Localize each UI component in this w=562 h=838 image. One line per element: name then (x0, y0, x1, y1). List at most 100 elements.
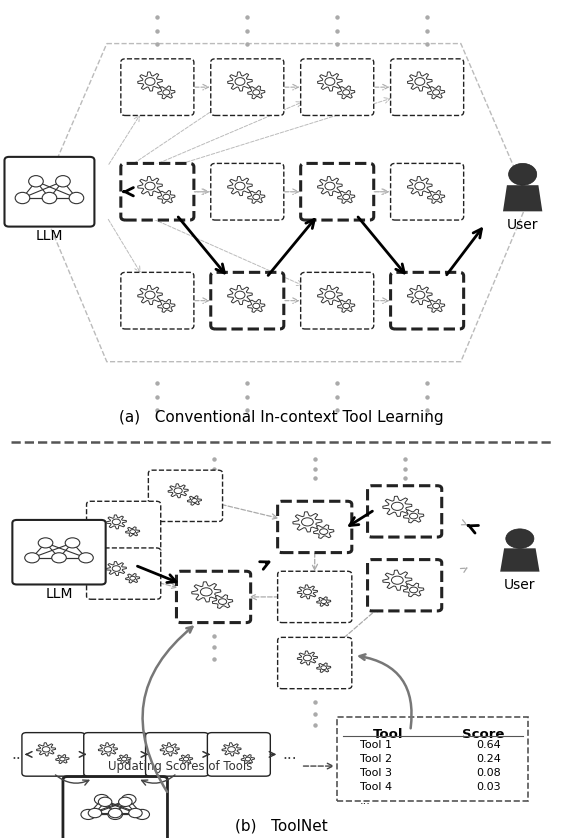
Circle shape (52, 553, 66, 563)
Text: Tool 2: Tool 2 (360, 753, 392, 763)
Polygon shape (106, 515, 126, 529)
Text: LLM: LLM (46, 587, 72, 601)
Polygon shape (241, 754, 255, 763)
Text: Updating Scores of Tools: Updating Scores of Tools (108, 759, 252, 773)
FancyBboxPatch shape (87, 501, 161, 552)
FancyBboxPatch shape (63, 777, 167, 838)
FancyBboxPatch shape (301, 272, 374, 329)
FancyBboxPatch shape (278, 572, 352, 623)
Polygon shape (37, 742, 56, 756)
FancyBboxPatch shape (121, 272, 194, 329)
Text: 0.08: 0.08 (477, 768, 501, 778)
Text: 0.03: 0.03 (477, 782, 501, 792)
Text: Tool 4: Tool 4 (360, 782, 392, 792)
Polygon shape (160, 742, 179, 756)
Text: ...: ... (11, 747, 26, 762)
Polygon shape (428, 299, 445, 313)
Circle shape (119, 797, 132, 806)
Text: User: User (507, 218, 538, 232)
FancyBboxPatch shape (84, 732, 147, 776)
Circle shape (42, 747, 50, 752)
Polygon shape (338, 299, 355, 313)
Circle shape (343, 194, 350, 199)
Polygon shape (158, 299, 175, 313)
Polygon shape (117, 754, 131, 763)
Circle shape (509, 163, 537, 185)
Polygon shape (187, 496, 202, 505)
FancyBboxPatch shape (391, 59, 464, 116)
FancyBboxPatch shape (148, 470, 223, 521)
Polygon shape (318, 286, 342, 304)
Circle shape (166, 747, 174, 752)
Circle shape (245, 758, 251, 761)
Circle shape (303, 655, 311, 661)
Polygon shape (297, 585, 318, 599)
Polygon shape (158, 86, 175, 99)
Circle shape (235, 78, 245, 85)
FancyBboxPatch shape (278, 638, 352, 689)
Circle shape (433, 90, 439, 95)
Circle shape (29, 176, 43, 187)
Polygon shape (179, 754, 193, 763)
Circle shape (121, 794, 136, 804)
Circle shape (174, 488, 182, 494)
Polygon shape (293, 512, 322, 532)
Circle shape (129, 809, 142, 818)
Polygon shape (338, 86, 355, 99)
Circle shape (81, 810, 96, 820)
Polygon shape (338, 190, 355, 204)
Polygon shape (428, 190, 445, 204)
Circle shape (343, 90, 350, 95)
Text: Score: Score (462, 728, 505, 742)
Polygon shape (98, 742, 117, 756)
Circle shape (145, 291, 155, 299)
FancyBboxPatch shape (87, 548, 161, 599)
Circle shape (253, 303, 260, 308)
Circle shape (163, 90, 170, 95)
Circle shape (392, 502, 403, 510)
FancyBboxPatch shape (176, 572, 251, 623)
Polygon shape (314, 525, 334, 539)
Polygon shape (297, 651, 318, 665)
FancyBboxPatch shape (391, 163, 464, 220)
Circle shape (228, 747, 235, 752)
Circle shape (201, 587, 212, 596)
Circle shape (121, 758, 127, 761)
FancyBboxPatch shape (22, 732, 85, 776)
Circle shape (415, 78, 425, 85)
Circle shape (94, 794, 109, 804)
FancyBboxPatch shape (121, 163, 194, 220)
FancyBboxPatch shape (207, 732, 270, 776)
Circle shape (433, 303, 439, 308)
FancyBboxPatch shape (301, 163, 374, 220)
Circle shape (410, 587, 418, 592)
Polygon shape (168, 484, 188, 498)
Text: LLM: LLM (36, 229, 63, 243)
Circle shape (108, 809, 122, 818)
Circle shape (433, 194, 439, 199)
Circle shape (104, 747, 112, 752)
FancyBboxPatch shape (211, 163, 284, 220)
Circle shape (219, 598, 226, 604)
Circle shape (235, 291, 245, 299)
Polygon shape (316, 663, 331, 672)
FancyBboxPatch shape (278, 501, 352, 552)
Polygon shape (404, 583, 424, 597)
Circle shape (325, 291, 335, 299)
FancyBboxPatch shape (121, 59, 194, 116)
FancyBboxPatch shape (301, 59, 374, 116)
Circle shape (42, 193, 57, 204)
Circle shape (25, 553, 39, 563)
Circle shape (79, 553, 93, 563)
Circle shape (392, 577, 403, 584)
Polygon shape (500, 548, 540, 572)
Polygon shape (138, 177, 162, 195)
Polygon shape (316, 597, 331, 607)
Circle shape (38, 538, 53, 548)
Circle shape (183, 758, 189, 761)
Circle shape (163, 303, 170, 308)
Circle shape (56, 176, 70, 187)
Text: User: User (504, 578, 536, 592)
Circle shape (88, 809, 102, 818)
Circle shape (415, 182, 425, 190)
